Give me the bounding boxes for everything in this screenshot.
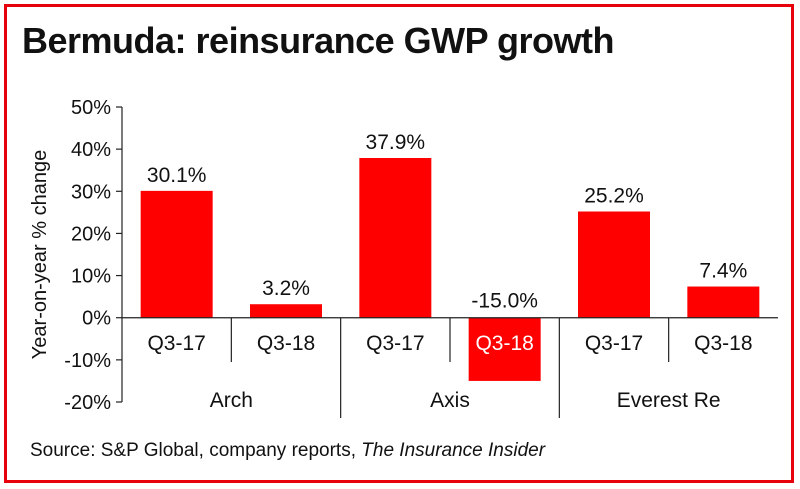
bar-axis-q3-17 <box>359 157 432 318</box>
category-label: Q3-18 <box>475 332 533 355</box>
bar-everest-re-q3-17 <box>578 211 650 318</box>
group-label: Everest Re <box>617 389 721 412</box>
category-label: Q3-18 <box>694 332 752 355</box>
data-label: 30.1% <box>147 164 207 187</box>
y-tick-label: 30% <box>71 181 111 203</box>
y-tick-label: -10% <box>64 350 111 372</box>
source-publication: The Insurance Insider <box>361 440 546 461</box>
y-tick-label: -20% <box>64 392 111 414</box>
data-label: -15.0% <box>471 290 538 313</box>
data-label: 25.2% <box>584 185 644 208</box>
y-tick-label: 50% <box>71 97 111 119</box>
category-label: Q3-17 <box>585 332 643 355</box>
y-axis: 50% 40% 30% 20% 10% 0% -10% -20% Year-on-year % … <box>29 97 123 414</box>
bar-everest-re-q3-18 <box>687 286 760 318</box>
y-tick-label: 40% <box>71 139 111 161</box>
group-label: Arch <box>210 389 253 412</box>
bar-arch-q3-17 <box>140 190 213 318</box>
bars <box>140 157 760 381</box>
y-tick-label: 10% <box>71 266 111 288</box>
y-tick-label: 20% <box>71 223 111 245</box>
data-label: 37.9% <box>366 131 426 154</box>
category-label: Q3-17 <box>147 332 205 355</box>
y-tick-label: 0% <box>82 308 111 330</box>
group-label: Axis <box>430 389 470 412</box>
data-labels: 30.1% 3.2% 37.9% -15.0% 25.2% 7.4% <box>147 131 747 313</box>
data-label: 3.2% <box>262 277 310 300</box>
data-label: 7.4% <box>699 260 747 283</box>
source-note: Source: S&P Global, company reports, The… <box>30 440 545 462</box>
x-axis: Arch Q3-17 Q3-18 Axis Q3-17 Q3-18 Everest Re Q3… <box>122 317 778 418</box>
source-text: Source: S&P Global, company reports, <box>30 440 362 461</box>
category-label: Q3-18 <box>257 332 315 355</box>
y-axis-label: Year-on-year % change <box>29 150 51 359</box>
bar-arch-q3-18 <box>250 304 322 318</box>
chart-title: Bermuda: reinsurance GWP growth <box>22 20 614 61</box>
bar-axis-q3-18 <box>468 317 541 381</box>
category-label: Q3-17 <box>366 332 424 355</box>
